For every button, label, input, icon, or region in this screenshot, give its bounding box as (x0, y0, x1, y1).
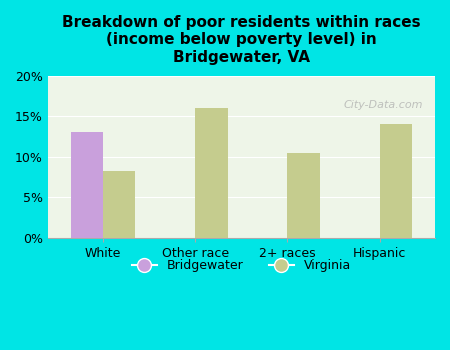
Bar (288, 153, 320, 238)
Legend: Bridgewater, Virginia: Bridgewater, Virginia (127, 254, 356, 277)
Bar (103, 170, 135, 238)
Bar (380, 124, 412, 238)
Text: City-Data.com: City-Data.com (344, 100, 423, 110)
Bar (195, 108, 228, 238)
Bar (71, 132, 103, 238)
Title: Breakdown of poor residents within races
(income below poverty level) in
Bridgew: Breakdown of poor residents within races… (62, 15, 421, 65)
